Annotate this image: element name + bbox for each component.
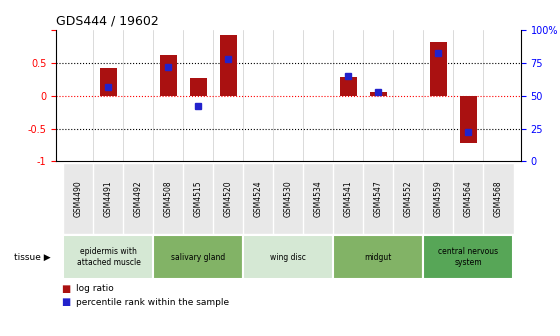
Bar [160, 55, 177, 96]
Text: GSM4492: GSM4492 [134, 180, 143, 217]
Text: GSM4515: GSM4515 [194, 180, 203, 217]
Text: ■: ■ [62, 297, 71, 307]
Text: wing disc: wing disc [270, 253, 306, 261]
Text: GSM4524: GSM4524 [254, 180, 263, 217]
Text: GSM4552: GSM4552 [404, 180, 413, 217]
Bar [370, 92, 386, 96]
Text: percentile rank within the sample: percentile rank within the sample [76, 298, 228, 307]
Bar [220, 35, 237, 96]
Text: GSM4530: GSM4530 [284, 180, 293, 217]
Text: log ratio: log ratio [76, 285, 113, 293]
Text: salivary gland: salivary gland [171, 253, 226, 261]
Bar [460, 96, 477, 143]
Bar [190, 78, 207, 96]
Text: GSM4564: GSM4564 [464, 180, 473, 217]
Text: GSM4541: GSM4541 [344, 180, 353, 217]
Text: GSM4547: GSM4547 [374, 180, 383, 217]
Text: GSM4520: GSM4520 [224, 180, 233, 217]
Text: GSM4508: GSM4508 [164, 180, 173, 217]
Text: central nervous
system: central nervous system [438, 247, 498, 267]
Text: midgut: midgut [365, 253, 392, 261]
Text: GDS444 / 19602: GDS444 / 19602 [56, 15, 158, 28]
Bar [430, 42, 446, 96]
Text: tissue ▶: tissue ▶ [14, 253, 50, 261]
Text: epidermis with
attached muscle: epidermis with attached muscle [77, 247, 141, 267]
Text: GSM4490: GSM4490 [74, 180, 83, 217]
Text: GSM4534: GSM4534 [314, 180, 323, 217]
Text: GSM4559: GSM4559 [434, 180, 443, 217]
Text: GSM4491: GSM4491 [104, 180, 113, 217]
Text: ■: ■ [62, 284, 71, 294]
Bar [100, 68, 116, 96]
Bar [340, 77, 357, 96]
Text: GSM4568: GSM4568 [494, 180, 503, 217]
